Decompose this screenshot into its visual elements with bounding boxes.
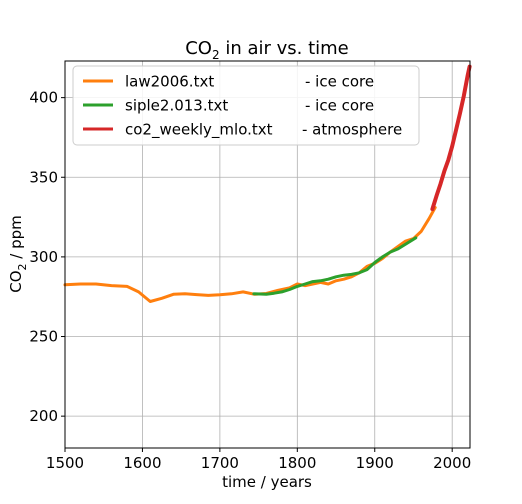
y-axis-label-rest: / ppm	[7, 215, 25, 263]
x-tick-label: 1500	[46, 454, 84, 472]
y-tick-label: 350	[29, 168, 58, 186]
legend-note-mlo: - atmosphere	[302, 121, 402, 139]
y-axis-label-sub: 2	[16, 263, 29, 270]
x-tick-label: 1600	[123, 454, 161, 472]
legend-label-siple: siple2.013.txt	[125, 97, 228, 115]
x-tick-label: 1900	[356, 454, 394, 472]
x-tick-label: 1700	[201, 454, 239, 472]
chart-title-main: CO	[185, 38, 212, 59]
x-tick-label: 2000	[433, 454, 471, 472]
series-line-co2-weekly-mlo-txt	[430, 64, 472, 212]
legend-note-siple: - ice core	[305, 97, 374, 115]
legend-note-law2006: - ice core	[305, 73, 374, 91]
chart-title-rest: in air vs. time	[220, 38, 349, 59]
y-axis-label: CO2 / ppm	[7, 215, 29, 293]
series-line-law2006-txt	[63, 206, 437, 303]
legend-box	[72, 65, 420, 146]
y-tick-label: 200	[29, 407, 58, 425]
y-axis-label-main: CO	[7, 270, 25, 292]
plot-frame	[64, 60, 471, 449]
series-layer	[63, 64, 472, 303]
legend-label-mlo: co2_weekly_mlo.txt	[125, 121, 273, 140]
legend-label-law2006: law2006.txt	[125, 73, 214, 91]
chart-title-sub: 2	[212, 48, 220, 62]
y-tick-label: 300	[29, 248, 58, 266]
series-line-siple2-013-txt	[252, 236, 418, 296]
x-axis-label: time / years	[222, 473, 312, 491]
chart-title: CO2 in air vs. time	[185, 38, 349, 62]
x-tick-label: 1800	[278, 454, 316, 472]
legend: law2006.txt - ice core siple2.013.txt - …	[72, 65, 420, 146]
ticks: 1500 1600 1700 1800 1900 2000 200 250 300 350 400	[29, 89, 471, 472]
y-tick-label: 250	[29, 328, 58, 346]
y-tick-label: 400	[29, 89, 58, 107]
